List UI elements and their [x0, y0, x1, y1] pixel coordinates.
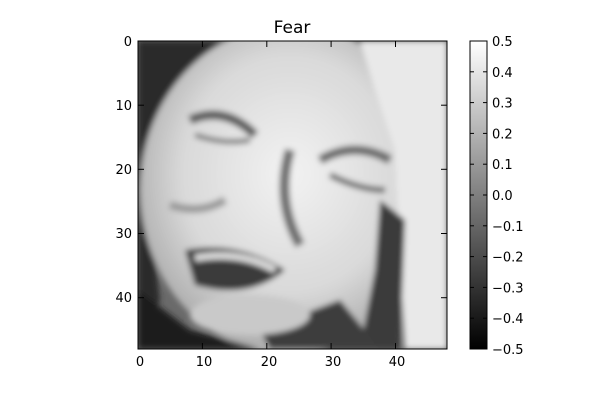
colorbar-tick-label: −0.1 — [492, 220, 524, 235]
x-tick-label: 30 — [325, 355, 342, 370]
colorbar-tick-label: 0.5 — [492, 35, 513, 50]
colorbar-tick-label: 0.4 — [492, 66, 513, 81]
colorbar-tick-label: 0.2 — [492, 127, 513, 142]
colorbar-tick-label: −0.4 — [492, 312, 524, 327]
x-axis: 0 10 20 30 40 — [136, 41, 405, 370]
colorbar-tick-label: −0.3 — [492, 281, 524, 296]
colorbar-tick-label: 0.1 — [492, 158, 513, 173]
colorbar-tick-label: 0.3 — [492, 97, 513, 112]
y-axis: 0 10 20 30 40 — [115, 35, 447, 306]
x-tick-label: 20 — [261, 355, 278, 370]
colorbar-ticks: 0.5 0.4 0.3 0.2 0.1 0.0 −0.1 −0.2 −0.3 −0.4 −0.5 — [470, 35, 524, 358]
x-tick-label: 10 — [196, 355, 213, 370]
y-tick-label: 0 — [124, 35, 132, 50]
chart-title: Fear — [274, 18, 311, 38]
colorbar-tick-label: 0.0 — [492, 189, 513, 204]
image-frame — [137, 40, 448, 350]
y-tick-label: 30 — [115, 227, 132, 242]
face-image — [138, 41, 447, 349]
colorbar: 0.5 0.4 0.3 0.2 0.1 0.0 −0.1 −0.2 −0.3 −0.4 −0.5 — [469, 35, 524, 358]
y-tick-label: 20 — [115, 163, 132, 178]
colorbar-tick-label: −0.2 — [492, 251, 524, 266]
x-tick-label: 40 — [389, 355, 406, 370]
colorbar-tick-label: −0.5 — [492, 343, 524, 358]
y-tick-label: 10 — [115, 99, 132, 114]
x-tick-label: 0 — [136, 355, 144, 370]
y-tick-label: 40 — [115, 291, 132, 306]
